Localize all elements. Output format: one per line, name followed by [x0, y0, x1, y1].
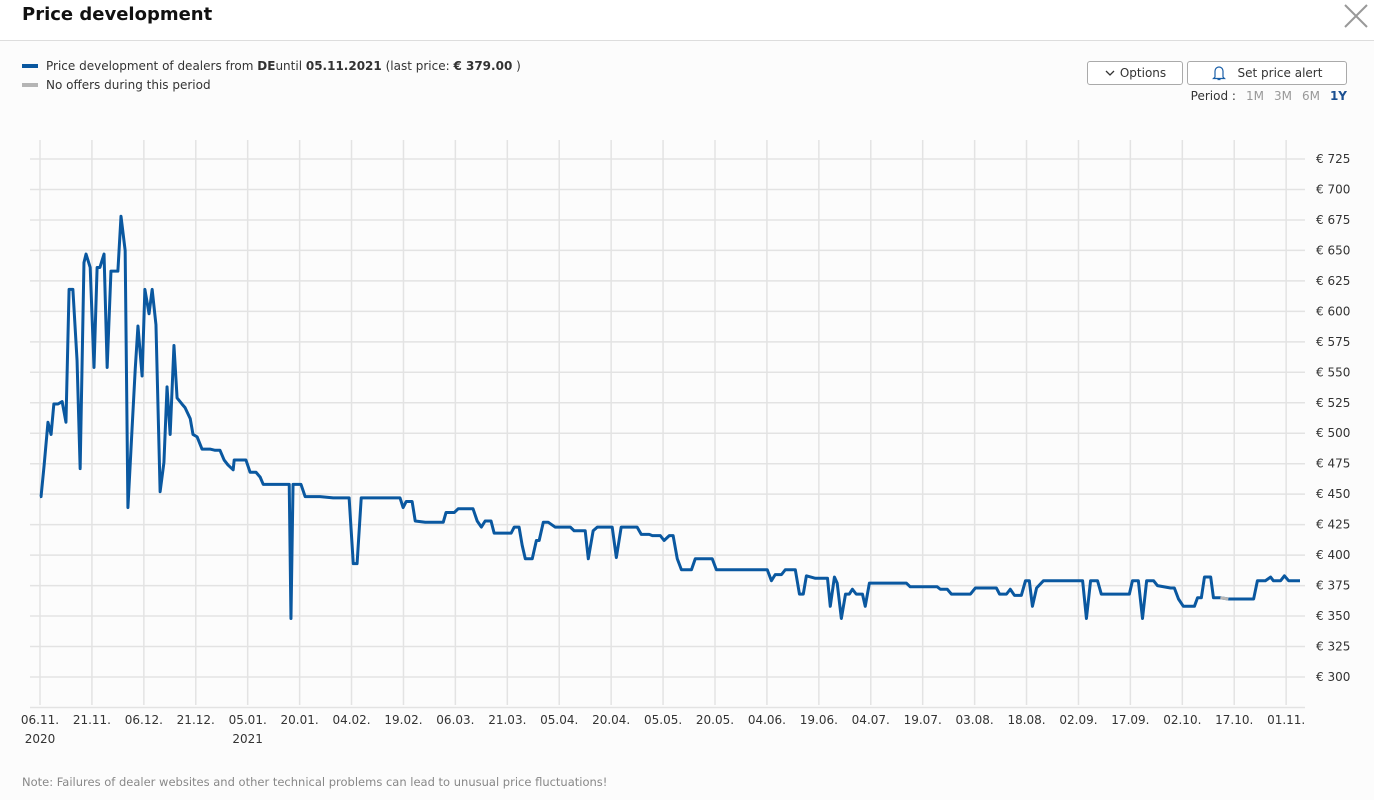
legend-no-offers-label: No offers during this period [46, 77, 211, 92]
x-tick-label: 05.05. [644, 713, 682, 727]
options-label: Options [1119, 66, 1167, 80]
x-tick-label: 06.12. [125, 713, 163, 727]
y-tick-label: € 700 [1316, 182, 1350, 196]
period-3m[interactable]: 3M [1273, 89, 1292, 103]
x-tick-label: 18.08. [1007, 713, 1045, 727]
set-price-alert-button[interactable]: Set price alert [1187, 61, 1347, 85]
dialog-header: Price development [0, 0, 1374, 41]
x-tick-label: 04.06. [748, 713, 786, 727]
x-tick-label: 20.01. [281, 713, 319, 727]
y-tick-label: € 475 [1316, 457, 1350, 471]
alert-label: Set price alert [1237, 66, 1323, 80]
y-tick-label: € 725 [1316, 152, 1350, 166]
price-series-line [39, 214, 1300, 620]
y-tick-label: € 600 [1316, 304, 1350, 318]
y-tick-label: € 300 [1316, 670, 1350, 684]
x-tick-label: 19.06. [800, 713, 838, 727]
legend-item-series: Price development of dealers from DEunti… [22, 56, 521, 75]
x-tick-label: 19.02. [384, 713, 422, 727]
footnote: Note: Failures of dealer websites and ot… [22, 775, 608, 789]
close-icon[interactable] [1342, 2, 1370, 30]
x-tick-label: 04.02. [332, 713, 370, 727]
y-tick-label: € 650 [1316, 243, 1350, 257]
x-tick-label: 19.07. [904, 713, 942, 727]
y-tick-label: € 325 [1316, 640, 1350, 654]
period-1m[interactable]: 1M [1245, 89, 1264, 103]
x-tick-label: 06.11. [21, 713, 59, 727]
x-tick-label: 05.04. [540, 713, 578, 727]
x-year-label: 2021 [232, 732, 263, 746]
legend-swatch-series [22, 63, 38, 68]
x-tick-label: 20.05. [696, 713, 734, 727]
chevron-down-icon [1105, 70, 1115, 76]
x-tick-label: 17.10. [1215, 713, 1253, 727]
period-selector: Period : 1M 3M 6M 1Y [1191, 89, 1347, 103]
legend-series-label: Price development of dealers from DEunti… [46, 58, 521, 73]
y-tick-label: € 675 [1316, 213, 1350, 227]
x-tick-label: 01.11. [1267, 713, 1305, 727]
bell-icon [1211, 66, 1226, 81]
y-tick-label: € 350 [1316, 609, 1350, 623]
x-tick-label: 02.09. [1059, 713, 1097, 727]
y-tick-label: € 575 [1316, 335, 1350, 349]
y-tick-label: € 450 [1316, 487, 1350, 501]
legend-item-no-offers: No offers during this period [22, 75, 521, 94]
y-tick-label: € 625 [1316, 274, 1350, 288]
x-tick-label: 04.07. [852, 713, 890, 727]
x-tick-label: 17.09. [1111, 713, 1149, 727]
page-title: Price development [22, 4, 213, 25]
x-tick-label: 20.04. [592, 713, 630, 727]
x-tick-label: 21.12. [177, 713, 215, 727]
period-1y[interactable]: 1Y [1329, 89, 1347, 103]
options-button[interactable]: Options [1087, 61, 1183, 85]
legend-swatch-no-offers [22, 82, 38, 87]
y-tick-label: € 400 [1316, 548, 1350, 562]
period-6m[interactable]: 6M [1301, 89, 1320, 103]
x-year-label: 2020 [25, 732, 56, 746]
x-tick-label: 21.11. [73, 713, 111, 727]
period-label: Period : [1190, 89, 1236, 103]
y-tick-label: € 525 [1316, 396, 1350, 410]
y-tick-label: € 500 [1316, 426, 1350, 440]
x-tick-label: 21.03. [488, 713, 526, 727]
y-tick-label: € 550 [1316, 365, 1350, 379]
y-tick-label: € 375 [1316, 579, 1350, 593]
x-tick-label: 05.01. [229, 713, 267, 727]
y-tick-label: € 425 [1316, 518, 1350, 532]
x-tick-label: 06.03. [436, 713, 474, 727]
no-offers-segment [1220, 596, 1229, 601]
x-tick-label: 03.08. [956, 713, 994, 727]
x-tick-label: 02.10. [1163, 713, 1201, 727]
chart-legend: Price development of dealers from DEunti… [22, 56, 521, 94]
